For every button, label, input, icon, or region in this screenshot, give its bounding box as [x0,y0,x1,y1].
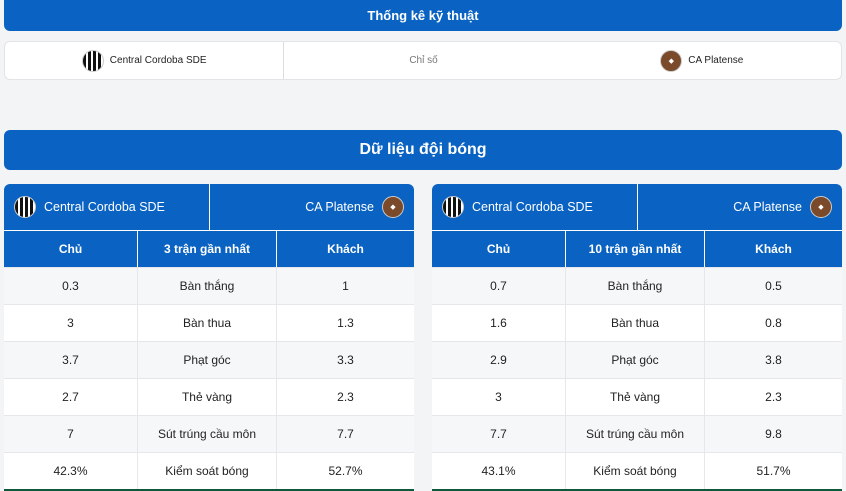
table-cell: 43.1% [432,453,566,489]
stats-label: Chỉ số [283,42,562,79]
central-cordoba-logo-icon [81,49,104,72]
table-row: 43.1% Kiểm soát bóng 51.7% [432,452,842,489]
table-row: 0.7 Bàn thắng 0.5 [432,267,842,304]
column-header: Khách [755,242,792,256]
table-row: 3.7 Phạt góc 3.3 [4,341,414,378]
table-cell: 7.7 [337,427,354,441]
table-cell: 7 [4,416,138,452]
table-cell: Thẻ vàng [138,379,277,415]
away-team-name: CA Platense [733,200,802,214]
table-cell: 0.5 [765,279,782,293]
technical-stats-header: Thống kê kỹ thuật [4,0,842,31]
teams-row: Central Cordoba SDE CA Platense ◆ [4,184,414,230]
table-cell: 1.3 [337,316,354,330]
table-row: 7.7 Sút trúng cầu môn 9.8 [432,415,842,452]
central-cordoba-logo-icon [14,196,36,218]
column-header: Chủ [4,231,138,267]
table-cell: 0.8 [765,316,782,330]
table-cell: Bàn thắng [566,268,705,304]
table-cell: 1 [342,279,349,293]
home-team-name: Central Cordoba SDE [44,200,165,214]
table-cell: Bàn thua [566,305,705,341]
table-cell: 3 [432,379,566,415]
home-team-name: Central Cordoba SDE [109,55,207,66]
table-cell: Sút trúng cầu môn [566,416,705,452]
table-cell: Kiểm soát bóng [138,453,277,489]
table-cell: 3.8 [765,353,782,367]
table-cell: Thẻ vàng [566,379,705,415]
home-team-name: Central Cordoba SDE [472,200,593,214]
column-header: Khách [327,242,364,256]
team-stats-table-2: Central Cordoba SDE CA Platense ◆ Chủ 10 trậ… [432,184,842,491]
table-header: Chủ 10 trận gần nhất Khách [432,230,842,267]
table-cell: 1.6 [432,305,566,341]
table-cell: 0.3 [4,268,138,304]
table-cell: 2.3 [765,390,782,404]
central-cordoba-logo-icon [442,196,464,218]
team-data-header: Dữ liệu đội bóng [4,130,842,170]
away-team-name: CA Platense [305,200,374,214]
table-row: 42.3% Kiểm soát bóng 52.7% [4,452,414,489]
table-cell: 2.7 [4,379,138,415]
table-cell: 2.9 [432,342,566,378]
team-stats-table-1: Central Cordoba SDE CA Platense ◆ Chủ 3 trận… [4,184,414,491]
away-team[interactable]: ◆ CA Platense [563,42,841,79]
teams-row: Central Cordoba SDE CA Platense ◆ [432,184,842,230]
table-cell: 7.7 [432,416,566,452]
table-cell: Sút trúng cầu môn [138,416,277,452]
away-team-name: CA Platense [688,55,744,66]
table-cell: 0.7 [432,268,566,304]
table-cell: Phạt góc [138,342,277,378]
table-cell: 51.7% [756,464,791,478]
ca-platense-logo-icon: ◆ [382,196,404,218]
table-cell: 52.7% [328,464,363,478]
table-cell: 3.3 [337,353,354,367]
column-header: 3 trận gần nhất [138,231,277,267]
table-cell: Bàn thắng [138,268,277,304]
table-cell: 2.3 [337,390,354,404]
table-row: 2.9 Phạt góc 3.8 [432,341,842,378]
table-row: 7 Sút trúng cầu môn 7.7 [4,415,414,452]
column-header: 10 trận gần nhất [566,231,705,267]
table-cell: 3.7 [4,342,138,378]
away-team[interactable]: CA Platense ◆ [210,184,415,230]
ca-platense-logo-icon: ◆ [660,49,683,72]
table-row: 3 Thẻ vàng 2.3 [432,378,842,415]
home-team[interactable]: Central Cordoba SDE [432,184,638,230]
table-cell: 42.3% [4,453,138,489]
table-row: 1.6 Bàn thua 0.8 [432,304,842,341]
column-header: Chủ [432,231,566,267]
table-row: 0.3 Bàn thắng 1 [4,267,414,304]
table-header: Chủ 3 trận gần nhất Khách [4,230,414,267]
teams-bar: Central Cordoba SDE Chỉ số ◆ CA Platense [4,41,842,80]
table-row: 2.7 Thẻ vàng 2.3 [4,378,414,415]
home-team[interactable]: Central Cordoba SDE [5,42,283,79]
table-cell: Phạt góc [566,342,705,378]
table-row: 3 Bàn thua 1.3 [4,304,414,341]
table-cell: 3 [4,305,138,341]
away-team[interactable]: CA Platense ◆ [638,184,843,230]
table-cell: Bàn thua [138,305,277,341]
home-team[interactable]: Central Cordoba SDE [4,184,210,230]
ca-platense-logo-icon: ◆ [810,196,832,218]
table-cell: Kiểm soát bóng [566,453,705,489]
table-cell: 9.8 [765,427,782,441]
